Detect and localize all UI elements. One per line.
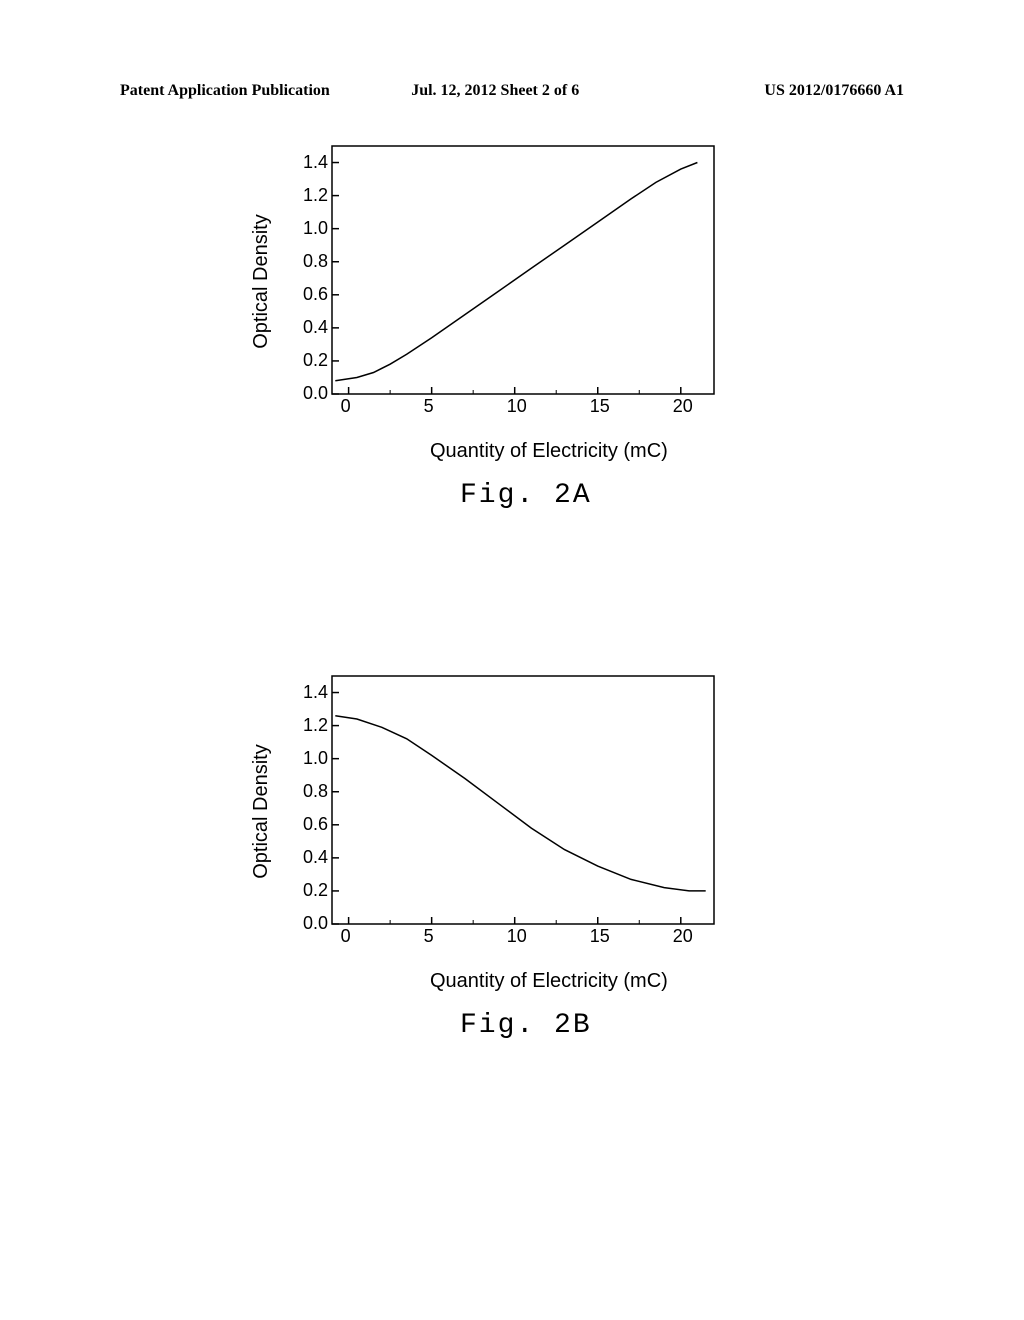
chart-frame	[332, 146, 714, 394]
xtick-label: 10	[507, 926, 527, 947]
ytick-label: 0.2	[303, 350, 328, 371]
page-header: Patent Application Publication Jul. 12, …	[0, 82, 1024, 100]
chart-2b-xlabel: Quantity of Electricity (mC)	[430, 970, 668, 993]
ytick-label: 0.0	[303, 383, 328, 404]
xtick-label: 0	[341, 396, 351, 417]
ytick-label: 0.8	[303, 781, 328, 802]
chart-2b: 0 5 10 15 20 0.0 0.2 0.4 0.6 0.8 1.0 1.2 1.4	[280, 670, 720, 950]
header-center: Jul. 12, 2012 Sheet 2 of 6	[411, 82, 579, 100]
header-left: Patent Application Publication	[120, 82, 330, 100]
xtick-label: 20	[673, 926, 693, 947]
ytick-label: 0.0	[303, 913, 328, 934]
ytick-label: 1.2	[303, 715, 328, 736]
xtick-label: 0	[341, 926, 351, 947]
ytick-label: 1.4	[303, 152, 328, 173]
xtick-label: 10	[507, 396, 527, 417]
data-line	[335, 163, 697, 381]
chart-2a-xlabel: Quantity of Electricity (mC)	[430, 440, 668, 463]
chart-svg	[280, 140, 720, 420]
chart-2a-caption: Fig. 2A	[460, 480, 592, 511]
data-line	[335, 716, 705, 891]
ytick-label: 0.2	[303, 880, 328, 901]
ytick-label: 1.4	[303, 682, 328, 703]
ytick-label: 1.2	[303, 185, 328, 206]
chart-2a-container: 051015200.00.20.40.60.81.01.21.4 Optical…	[280, 140, 720, 420]
xtick-label: 15	[590, 396, 610, 417]
chart-2b-ylabel: Optical Density	[250, 744, 273, 879]
ytick-label: 0.4	[303, 317, 328, 338]
ytick-label: 0.6	[303, 284, 328, 305]
chart-svg	[280, 670, 720, 950]
header-right: US 2012/0176660 A1	[764, 82, 904, 100]
ytick-label: 0.4	[303, 847, 328, 868]
ytick-label: 1.0	[303, 218, 328, 239]
xtick-label: 15	[590, 926, 610, 947]
xtick-label: 5	[424, 396, 434, 417]
chart-2b-caption: Fig. 2B	[460, 1010, 592, 1041]
chart-2a-ylabel: Optical Density	[250, 214, 273, 349]
xtick-label: 20	[673, 396, 693, 417]
ytick-label: 0.6	[303, 814, 328, 835]
ytick-label: 0.8	[303, 251, 328, 272]
chart-2a: 0 5 10 15 20 0.0 0.2 0.4 0.6 0.8 1.0 1.2 1.4	[280, 140, 720, 420]
xtick-label: 5	[424, 926, 434, 947]
chart-frame	[332, 676, 714, 924]
chart-2b-container: 051015200.00.20.40.60.81.01.21.4 Optical…	[280, 670, 720, 950]
ytick-label: 1.0	[303, 748, 328, 769]
